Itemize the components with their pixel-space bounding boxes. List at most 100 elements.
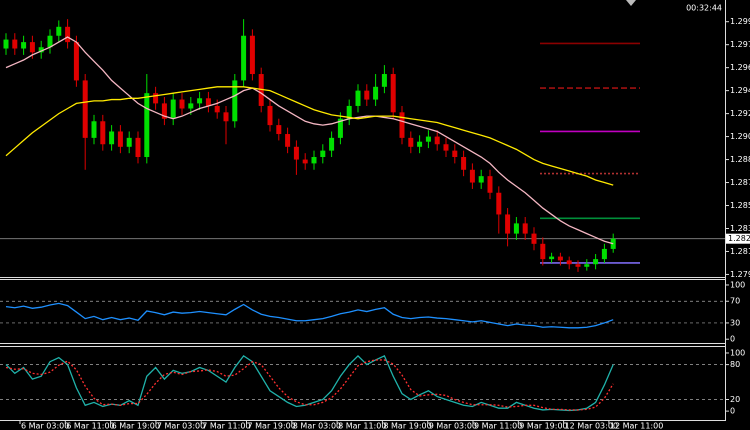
y-tick-label: 1.2870 [730,178,750,187]
candle-body [575,264,581,267]
candle-body [91,121,97,138]
candle-body [249,35,255,75]
clock: 00:32:44 [686,4,722,13]
x-tick-label: 7 Mar 19:00 [248,422,296,430]
candle-body [38,47,44,53]
candle-body [82,80,88,138]
candle-body [399,112,405,138]
candle-body [610,238,616,249]
candle-body [549,256,555,260]
candle-body [434,136,440,145]
candle-body [584,264,590,267]
candle-body [390,74,396,113]
candle-body [408,137,414,147]
candle-body [381,74,387,87]
x-tick-label: 6 Mar 03:00 [21,422,69,430]
candle-body [513,223,519,234]
candle-body [267,105,273,126]
candle-body [425,136,431,142]
candle-body [320,150,326,158]
candle-body [417,141,423,147]
shift-marker [626,0,636,6]
x-tick-label: 9 Mar 11:00 [474,422,522,430]
last-price-box [726,233,750,244]
candle-body [170,99,176,119]
candle-body [12,39,18,49]
candle-body [29,42,35,53]
candle-body [601,248,607,260]
y-tick-label: 1.2942 [730,86,750,95]
candle-body [3,39,9,49]
candle-body [540,243,546,260]
indicator-line [5,36,614,245]
candle-body [232,80,238,122]
y-tick-label: 1.2852 [730,201,750,210]
candle-body [241,35,247,81]
candle-body [487,176,493,193]
candle-body [469,169,475,183]
candle-body [153,93,159,104]
candle-body [56,26,62,36]
y-tick-label: 20 [730,395,740,404]
candle-body [117,131,123,147]
y-tick-label: 1.2960 [730,63,750,72]
candle-body [100,121,106,145]
last-price-label: 1.2826 [728,234,750,243]
candle-body [496,192,502,215]
candle-body [302,159,308,164]
candle-body [188,103,194,109]
indicator-line [5,86,614,186]
candle-body [346,105,352,119]
y-tick-label: 0 [730,335,735,344]
candle-body [65,26,71,43]
indicator-line [5,302,614,329]
candle-body [522,223,528,234]
candle-body [197,98,203,104]
candle-body [285,134,291,147]
candle-body [135,137,141,158]
candle-body [337,118,343,138]
candle-body [364,90,370,100]
y-tick-label: 70 [730,297,740,306]
y-tick-label: 1.2816 [730,247,750,256]
candle-body [478,176,484,183]
candle-body [276,125,282,135]
candle-body [311,157,317,164]
candle-body [161,103,167,119]
y-tick-label: 1.2888 [730,155,750,164]
candle-body [73,42,79,81]
candle-body [47,35,53,48]
indicator-line [5,354,614,412]
y-tick-label: 100 [730,280,745,289]
candle-body [373,86,379,100]
x-tick-label: 9 Mar 03:00 [429,422,477,430]
candle-body [144,93,150,158]
candle-body [505,214,511,234]
x-tick-label: 6 Mar 19:00 [112,422,160,430]
candle-body [109,131,115,145]
candle-body [443,144,449,151]
y-tick-label: 1.2978 [730,40,750,49]
candle-body [461,157,467,170]
y-tick-label: 1.2924 [730,109,750,118]
candle-body [355,90,361,106]
candle-body [293,146,299,160]
candle-body [223,112,229,122]
candle-body [126,137,132,147]
x-tick-label: 9 Mar 19:00 [519,422,567,430]
y-tick-label: 100 [730,348,745,357]
y-tick-label: 1.2906 [730,132,750,141]
y-tick-label: 1.2996 [730,17,750,26]
candle-body [593,259,599,265]
y-tick-label: 1.2834 [730,224,750,233]
candle-body [452,150,458,158]
y-tick-label: 80 [730,360,740,369]
candle-body [205,98,211,106]
candle-body [531,233,537,244]
candle-body [179,99,185,109]
y-tick-label: 1.2798 [730,270,750,279]
x-tick-label: 6 Mar 11:00 [66,422,114,430]
candle-body [329,137,335,151]
